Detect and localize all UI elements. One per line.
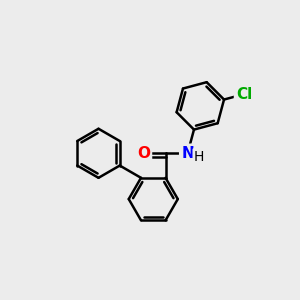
Text: Cl: Cl: [236, 87, 252, 102]
Text: H: H: [194, 150, 204, 164]
Text: O: O: [137, 146, 150, 161]
Text: N: N: [181, 146, 194, 161]
